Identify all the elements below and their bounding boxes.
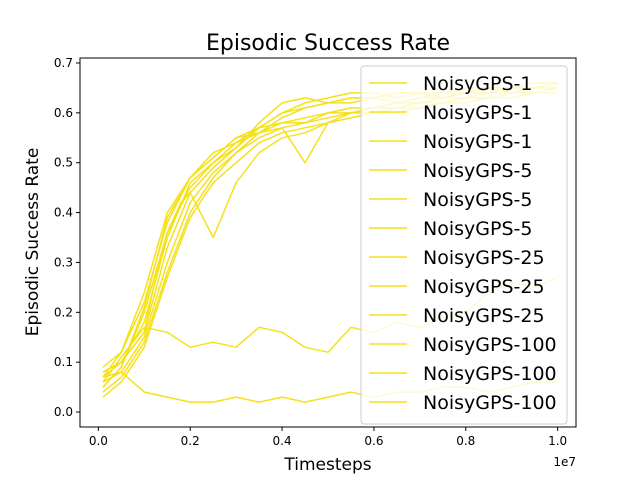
y-tick-label: 0.1 (54, 355, 73, 369)
legend-label: NoisyGPS-25 (423, 247, 545, 269)
legend-label: NoisyGPS-5 (423, 218, 532, 240)
legend-label: NoisyGPS-5 (423, 189, 532, 211)
x-tick-label: 0.0 (89, 434, 108, 448)
y-tick-label: 0.0 (54, 405, 73, 419)
y-axis-label: Episodic Success Rate (23, 148, 43, 337)
legend-label: NoisyGPS-25 (423, 305, 545, 327)
x-tick-label: 0.8 (456, 434, 475, 448)
x-axis-label: Timesteps (283, 455, 371, 475)
legend-label: NoisyGPS-100 (423, 363, 557, 385)
y-tick-label: 0.7 (54, 56, 73, 70)
x-tick-label: 1.0 (548, 434, 567, 448)
y-tick-label: 0.6 (54, 106, 73, 120)
x-tick-label: 0.6 (364, 434, 383, 448)
legend-label: NoisyGPS-5 (423, 160, 532, 182)
y-tick-label: 0.4 (54, 206, 73, 220)
legend-label: NoisyGPS-100 (423, 392, 557, 414)
legend-label: NoisyGPS-25 (423, 276, 545, 298)
x-axis-offset-label: 1e7 (553, 455, 576, 469)
y-tick-label: 0.5 (54, 156, 73, 170)
y-tick-label: 0.2 (54, 305, 73, 319)
x-tick-label: 0.4 (273, 434, 292, 448)
legend-label: NoisyGPS-1 (423, 131, 532, 153)
x-tick-label: 0.2 (181, 434, 200, 448)
x-axis-ticks: 0.0 0.2 0.4 0.6 0.8 1.0 (89, 427, 567, 448)
legend-label: NoisyGPS-100 (423, 334, 557, 356)
chart-title: Episodic Success Rate (206, 31, 450, 56)
y-axis-ticks: 0.0 0.1 0.2 0.3 0.4 0.5 0.6 0.7 (54, 56, 80, 419)
legend: NoisyGPS-1 NoisyGPS-1 NoisyGPS-1 NoisyGPS-5… (360, 65, 568, 425)
axes-frame (79, 57, 577, 428)
y-tick-label: 0.3 (54, 255, 73, 269)
legend-box (360, 65, 568, 425)
legend-label: NoisyGPS-1 (423, 102, 532, 124)
legend-label: NoisyGPS-1 (423, 73, 532, 95)
